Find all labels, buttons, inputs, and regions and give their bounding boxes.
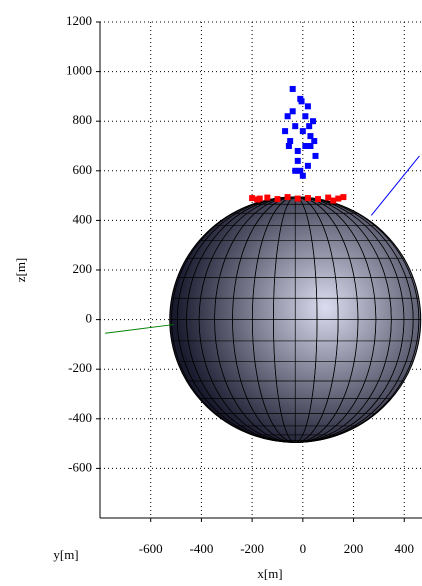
- y-tick-label: 800: [73, 112, 93, 127]
- point: [299, 98, 305, 104]
- point: [274, 196, 280, 202]
- point: [295, 196, 301, 202]
- y-tick-label: 200: [73, 261, 93, 276]
- x-axis-label: x[m]: [257, 566, 282, 581]
- point: [315, 196, 321, 202]
- point: [311, 138, 317, 144]
- point: [306, 123, 312, 129]
- point: [286, 143, 292, 149]
- chart: z[m] x[m] y[m] -600 -400 -200 0 200 400 600 800…: [0, 0, 422, 586]
- point: [300, 173, 306, 179]
- point: [295, 158, 301, 164]
- y-axis-label: z[m]: [13, 258, 28, 283]
- x-tick-label: -600: [139, 541, 163, 556]
- x-tick-label: 400: [395, 541, 415, 556]
- y-tick-label: -200: [68, 360, 92, 375]
- sphere-mesh: [170, 197, 421, 443]
- point: [305, 195, 311, 201]
- point: [282, 128, 288, 134]
- y-tick-label: -600: [68, 459, 92, 474]
- y-tick-label: 1200: [66, 13, 92, 28]
- point: [264, 195, 270, 201]
- point: [290, 108, 296, 114]
- x-tick-label: -400: [189, 541, 213, 556]
- point: [292, 168, 298, 174]
- direction-line: [371, 156, 419, 216]
- y-tick-label: 1000: [66, 63, 92, 78]
- point: [254, 197, 260, 203]
- y-tick-label: 600: [73, 162, 93, 177]
- point: [292, 123, 298, 129]
- x-tick-label: -200: [240, 541, 264, 556]
- depth-axis-label: y[m]: [53, 547, 78, 562]
- point: [340, 194, 346, 200]
- point: [330, 198, 336, 204]
- x-tick-label: 200: [344, 541, 364, 556]
- y-tick-label: 0: [86, 311, 93, 326]
- x-tick-label: 0: [300, 541, 307, 556]
- point: [295, 148, 301, 154]
- y-tick-label: 400: [73, 211, 93, 226]
- y-tick-label: -400: [68, 410, 92, 425]
- direction-line: [105, 325, 173, 334]
- point: [313, 153, 319, 159]
- point: [305, 163, 311, 169]
- point: [300, 128, 306, 134]
- point: [290, 86, 296, 92]
- point: [305, 103, 311, 109]
- point: [285, 194, 291, 200]
- point: [302, 113, 308, 119]
